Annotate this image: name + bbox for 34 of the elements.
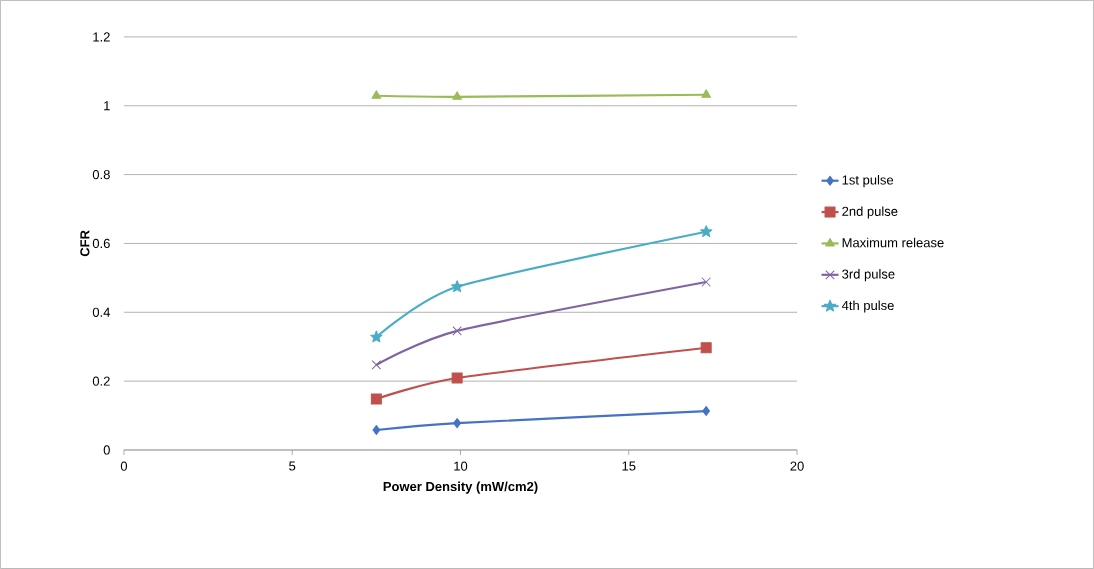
point xyxy=(699,225,713,238)
point xyxy=(372,425,381,436)
legend-label: 3rd pulse xyxy=(842,269,895,282)
point xyxy=(451,372,463,384)
point xyxy=(452,91,462,100)
point xyxy=(371,360,382,370)
point xyxy=(452,326,462,336)
y-tick-label: 0.4 xyxy=(92,307,111,317)
point xyxy=(702,406,711,417)
legend-label: 2nd pulse xyxy=(842,206,898,219)
y-tick-label: 1.2 xyxy=(93,32,110,42)
y-tick-label: 0.8 xyxy=(92,170,110,180)
legend-label: Maximum release xyxy=(842,237,944,248)
point xyxy=(700,342,712,354)
legend-label: 4th pulse xyxy=(841,300,894,313)
point xyxy=(370,393,382,405)
x-tick-label: 0 xyxy=(120,461,128,471)
x-tick-label: 20 xyxy=(790,461,804,471)
point xyxy=(453,418,461,429)
point xyxy=(371,90,382,99)
y-axis-title: CFR xyxy=(80,230,90,257)
point xyxy=(450,280,464,293)
x-tick-label: 15 xyxy=(622,461,636,471)
legend-label: 1st pulse xyxy=(842,175,894,188)
y-tick-label: 1 xyxy=(104,101,110,111)
x-tick-label: 5 xyxy=(289,461,296,471)
y-tick-label: 0 xyxy=(103,445,110,455)
x-tick-label: 10 xyxy=(454,461,468,471)
y-tick-label: 0.6 xyxy=(92,238,110,249)
point xyxy=(370,330,383,343)
point xyxy=(701,89,712,98)
point xyxy=(701,277,711,287)
y-tick-label: 0.2 xyxy=(92,376,110,386)
x-axis-title: Power Density (mW/cm2) xyxy=(383,481,538,494)
